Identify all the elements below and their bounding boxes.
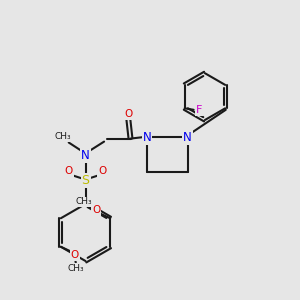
Text: N: N (142, 130, 152, 144)
Text: CH₃: CH₃ (54, 132, 71, 141)
Text: N: N (183, 130, 192, 144)
Text: O: O (124, 109, 132, 119)
Text: O: O (98, 166, 106, 176)
Text: CH₃: CH₃ (76, 197, 92, 206)
Text: CH₃: CH₃ (68, 264, 84, 273)
Text: S: S (82, 174, 89, 187)
Text: N: N (81, 148, 90, 162)
Text: F: F (196, 105, 202, 115)
Text: O: O (92, 205, 100, 215)
Text: O: O (64, 166, 73, 176)
Text: O: O (71, 250, 79, 260)
